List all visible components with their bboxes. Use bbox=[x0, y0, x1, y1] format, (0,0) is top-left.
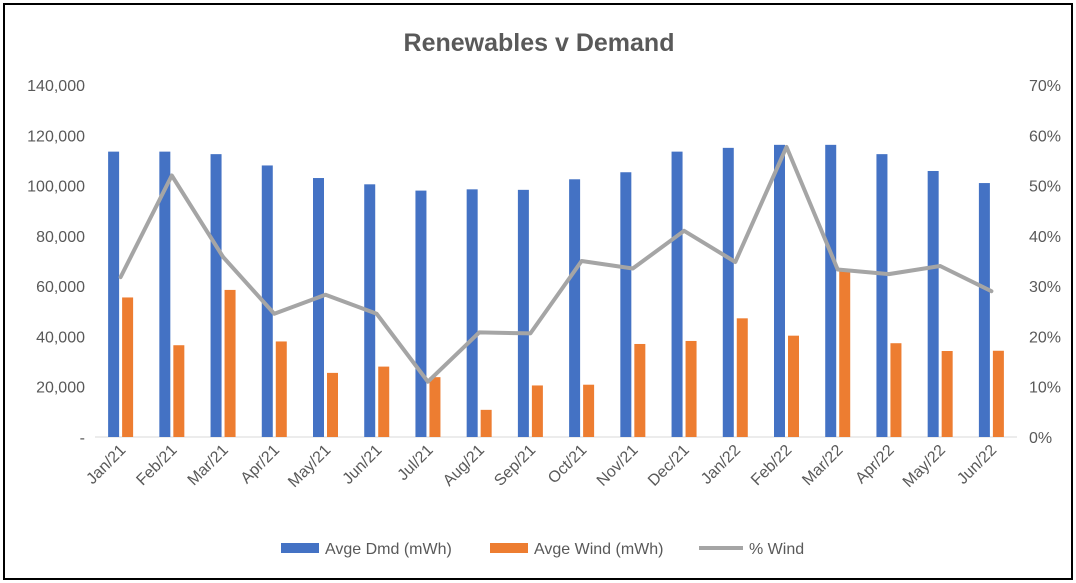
x-tick-label: Nov/21 bbox=[594, 442, 642, 490]
bar-avge-dmd bbox=[517, 189, 529, 437]
left-tick-label: 60,000 bbox=[36, 279, 85, 296]
bar-avge-wind bbox=[788, 335, 799, 437]
right-tick-label: 20% bbox=[1029, 329, 1061, 346]
legend: Avge Dmd (mWh) Avge Wind (mWh) % Wind bbox=[281, 541, 804, 558]
bar-avge-wind bbox=[685, 340, 697, 437]
x-tick-label: Jun/21 bbox=[340, 442, 386, 488]
left-tick-label: 80,000 bbox=[36, 229, 85, 246]
legend-swatch bbox=[281, 543, 319, 553]
left-axis: - 20,000 40,000 60,000 80,000 100,000 120,000 1… bbox=[27, 78, 85, 447]
x-axis: Jan/21 Feb/21 Mar/21 Apr/21 May/21 Jun/21 Jul/… bbox=[83, 442, 1000, 491]
x-tick-label: May/22 bbox=[900, 442, 949, 491]
x-tick-label: Mar/22 bbox=[799, 442, 846, 489]
bar-avge-dmd bbox=[415, 190, 427, 437]
legend-label: Avge Wind (mWh) bbox=[534, 541, 664, 558]
right-tick-label: 10% bbox=[1029, 380, 1061, 397]
x-tick-label: Dec/21 bbox=[645, 442, 693, 490]
x-tick-label: Sep/21 bbox=[491, 442, 539, 490]
bar-avge-dmd bbox=[313, 178, 324, 437]
right-axis: 0% 10% 20% 30% 40% 50% 60% 70% bbox=[1029, 78, 1061, 447]
bar-avge-wind bbox=[634, 343, 646, 437]
left-tick-label: 20,000 bbox=[36, 380, 85, 397]
bar-avge-dmd bbox=[671, 151, 683, 437]
line-pct-wind bbox=[118, 144, 994, 384]
chart-svg: Renewables v Demand - 20,000 40,000 60,000 8… bbox=[27, 29, 1061, 558]
bar-avge-wind bbox=[992, 350, 1004, 437]
bar-avge-dmd bbox=[261, 165, 273, 437]
legend-swatch bbox=[490, 543, 528, 553]
bar-avge-wind bbox=[429, 377, 441, 437]
x-tick-label: Oct/21 bbox=[545, 442, 590, 487]
bar-avge-dmd bbox=[466, 189, 478, 437]
bar-avge-dmd bbox=[825, 144, 837, 437]
x-tick-label: Jun/22 bbox=[954, 442, 1000, 488]
bar-avge-dmd bbox=[159, 151, 171, 437]
bar-avge-wind bbox=[531, 385, 543, 437]
left-tick-label: 40,000 bbox=[36, 329, 85, 346]
line-series bbox=[118, 144, 994, 384]
left-tick-label: 120,000 bbox=[27, 128, 85, 145]
bar-avge-wind bbox=[839, 271, 851, 437]
x-tick-label: Mar/21 bbox=[185, 442, 232, 489]
x-tick-label: Jan/22 bbox=[698, 442, 744, 488]
x-tick-label: Feb/21 bbox=[133, 442, 180, 489]
x-tick-label: Apr/21 bbox=[238, 442, 283, 487]
x-tick-label: May/21 bbox=[285, 442, 334, 491]
bar-avge-dmd bbox=[620, 172, 632, 437]
right-tick-label: 50% bbox=[1029, 179, 1061, 196]
legend-label: % Wind bbox=[749, 541, 804, 558]
x-tick-label: Jul/21 bbox=[395, 442, 437, 484]
bar-avge-wind bbox=[890, 343, 902, 437]
right-tick-label: 70% bbox=[1029, 78, 1061, 95]
bars bbox=[108, 144, 1004, 438]
bar-avge-wind bbox=[736, 318, 748, 437]
bar-avge-wind bbox=[275, 341, 287, 437]
x-tick-label: Feb/22 bbox=[748, 442, 795, 489]
right-tick-label: 0% bbox=[1029, 430, 1052, 447]
chart-title: Renewables v Demand bbox=[404, 29, 675, 57]
bar-avge-dmd bbox=[108, 151, 120, 437]
bar-avge-dmd bbox=[927, 170, 939, 437]
bar-avge-wind bbox=[941, 351, 953, 437]
right-tick-label: 30% bbox=[1029, 279, 1061, 296]
left-tick-label: - bbox=[80, 430, 85, 447]
bar-avge-dmd bbox=[569, 179, 581, 438]
bar-avge-wind bbox=[224, 289, 236, 437]
x-tick-label: Apr/22 bbox=[852, 442, 897, 487]
left-tick-label: 140,000 bbox=[27, 78, 85, 95]
bar-avge-wind bbox=[327, 372, 338, 437]
x-tick-label: Aug/21 bbox=[440, 442, 488, 490]
bar-avge-wind bbox=[173, 345, 185, 437]
right-tick-label: 60% bbox=[1029, 128, 1061, 145]
x-tick-label: Jan/21 bbox=[83, 442, 129, 488]
bar-avge-wind bbox=[122, 297, 134, 437]
bar-avge-dmd bbox=[978, 183, 990, 437]
bar-avge-dmd bbox=[876, 154, 888, 437]
chart-frame: Renewables v Demand - 20,000 40,000 60,000 8… bbox=[3, 3, 1073, 580]
bar-avge-dmd bbox=[722, 147, 734, 437]
bar-avge-dmd bbox=[210, 154, 222, 437]
bar-avge-wind bbox=[583, 384, 595, 437]
bar-avge-wind bbox=[480, 409, 492, 437]
legend-label: Avge Dmd (mWh) bbox=[325, 541, 452, 558]
left-tick-label: 100,000 bbox=[27, 179, 85, 196]
right-tick-label: 40% bbox=[1029, 229, 1061, 246]
bar-avge-dmd bbox=[774, 144, 785, 437]
bar-avge-wind bbox=[378, 366, 390, 437]
